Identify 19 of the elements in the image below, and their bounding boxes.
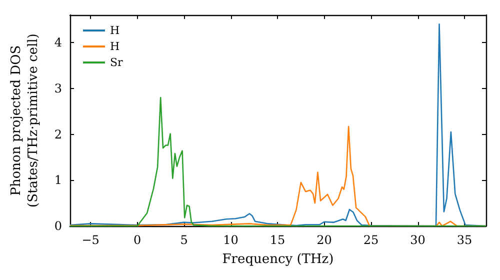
y-tick-label: 1 <box>54 173 62 188</box>
x-tick-label: 30 <box>410 233 426 247</box>
x-tick-label: 25 <box>363 233 379 247</box>
x-tick-label: 0 <box>133 233 142 247</box>
legend-label: H <box>110 40 120 53</box>
legend-label: H <box>110 24 120 37</box>
x-tick-label: 15 <box>270 233 286 247</box>
y-tick-label: 2 <box>54 127 62 142</box>
x-tick-label: −5 <box>82 233 100 247</box>
x-tick-label: 5 <box>180 233 188 247</box>
x-axis-title: Frequency (THz) <box>222 252 334 267</box>
y-tick-label: 4 <box>54 36 62 50</box>
y-tick-label: 3 <box>54 81 62 96</box>
x-tick-label: 20 <box>316 233 332 247</box>
y-axis-title: Phonon projected DOS (States/THz·primitive cell) <box>9 33 41 208</box>
legend-label: Sr <box>110 56 124 69</box>
y-tick-label: 0 <box>54 219 62 233</box>
x-tick-label: 10 <box>223 233 238 247</box>
x-tick-label: 35 <box>456 233 472 247</box>
